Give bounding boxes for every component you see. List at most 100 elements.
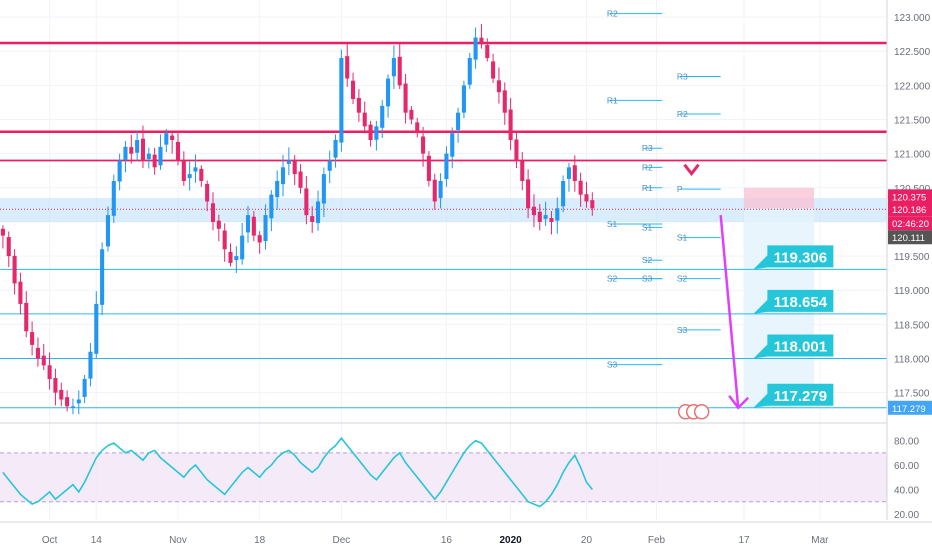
candle-body: [356, 97, 361, 113]
down-arrow-icon: [683, 163, 700, 177]
candle-body: [164, 133, 169, 145]
time-tick-label: 2020: [499, 535, 522, 546]
candle-body: [345, 56, 350, 79]
pivot-label: P: [677, 184, 683, 194]
candle-body: [386, 78, 391, 107]
candle-body: [561, 180, 566, 207]
arrow-shaft: [719, 215, 740, 408]
candle-body: [485, 44, 490, 59]
candle-body: [572, 165, 577, 181]
risk-box: [744, 187, 815, 209]
candle-body: [502, 90, 507, 113]
pivot-label: R3: [642, 143, 653, 153]
pivot-label: S1: [642, 222, 653, 232]
candle-body: [566, 167, 572, 179]
time-tick-label: Oct: [42, 535, 58, 546]
candle-body: [65, 397, 70, 407]
rsi-panel: [0, 436, 887, 508]
candle-body: [100, 249, 105, 305]
price-tick-label: 117.500: [894, 389, 930, 400]
candle-body: [514, 139, 519, 161]
price-badge: [888, 189, 932, 204]
candle-body: [374, 126, 379, 140]
candle-body: [30, 332, 35, 345]
candle-body: [339, 58, 344, 143]
candle-body: [351, 80, 356, 100]
price-tick-label: 121.000: [894, 150, 931, 161]
candle-body: [18, 281, 23, 304]
price-badge: [888, 216, 932, 231]
candle-body: [321, 174, 326, 204]
candle-body: [380, 105, 385, 128]
candle-body: [193, 167, 198, 172]
candle-body: [421, 136, 426, 154]
candle-body: [444, 153, 449, 180]
candle-body: [205, 183, 210, 202]
candle-body: [403, 83, 408, 113]
pivot-label: S2: [677, 274, 688, 284]
candle-body: [456, 112, 461, 130]
candle-body: [123, 146, 128, 160]
price-badge-text: 120.186: [892, 205, 926, 216]
candle-body: [6, 237, 11, 257]
price-tick-label: 120.500: [894, 184, 931, 195]
candle-body: [467, 58, 472, 85]
candle-body: [76, 399, 81, 404]
candle-body: [181, 160, 186, 181]
price-badge-text: 120.375: [892, 192, 926, 203]
candle-body: [275, 180, 280, 198]
candle-body: [35, 347, 40, 359]
time-tick-label: 20: [581, 535, 593, 546]
time-tick-label: Mar: [811, 535, 829, 546]
candle-body: [450, 133, 455, 157]
candle-body: [543, 215, 548, 219]
candle-body: [135, 140, 140, 153]
price-badge: [888, 202, 932, 217]
rsi-tick-label: 20.00: [894, 510, 919, 521]
price-tick-label: 119.000: [894, 286, 930, 297]
candle-body: [53, 378, 58, 393]
candle-body: [216, 220, 221, 229]
pivot-label: R2: [642, 162, 653, 172]
candle-body: [479, 37, 484, 45]
price-badge: [888, 230, 932, 245]
candle-body: [0, 228, 5, 236]
candle-body: [228, 251, 233, 263]
target-label-box: [753, 383, 834, 408]
candle-body: [368, 124, 373, 140]
candle-body: [170, 135, 175, 140]
price-tick-label: 122.000: [894, 81, 931, 92]
candle-body: [520, 160, 525, 181]
candle-body: [146, 153, 151, 160]
candle-body: [537, 211, 542, 222]
candle-body: [508, 109, 513, 140]
rsi-tick-label: 40.00: [894, 485, 919, 496]
candle-body: [473, 37, 478, 60]
zones: [0, 187, 887, 408]
pivot-label: R2: [607, 9, 618, 19]
price-badge-text: 120.111: [892, 233, 925, 244]
target-label-box: [753, 245, 834, 270]
candle-body: [409, 109, 414, 120]
candle-body: [94, 303, 99, 354]
candle-body: [263, 215, 268, 242]
candle-body: [310, 216, 315, 222]
candle-body: [222, 230, 227, 250]
candle-body: [280, 167, 286, 185]
candle-body: [251, 216, 256, 236]
rsi-band: [0, 452, 887, 502]
pivot-label: R1: [607, 95, 618, 105]
arrow-head: [728, 394, 750, 410]
candle-body: [269, 194, 274, 219]
candle-body: [240, 235, 245, 260]
candle-body: [70, 406, 75, 408]
price-tick-label: 123.000: [894, 13, 931, 24]
forecast-arrow: [677, 163, 750, 420]
candlesticks: [0, 24, 595, 415]
pivot-label: R3: [677, 71, 688, 81]
candle-body: [59, 389, 64, 400]
pivot-label: R1: [642, 183, 653, 193]
candle-body: [111, 180, 116, 216]
candle-body: [531, 206, 536, 216]
